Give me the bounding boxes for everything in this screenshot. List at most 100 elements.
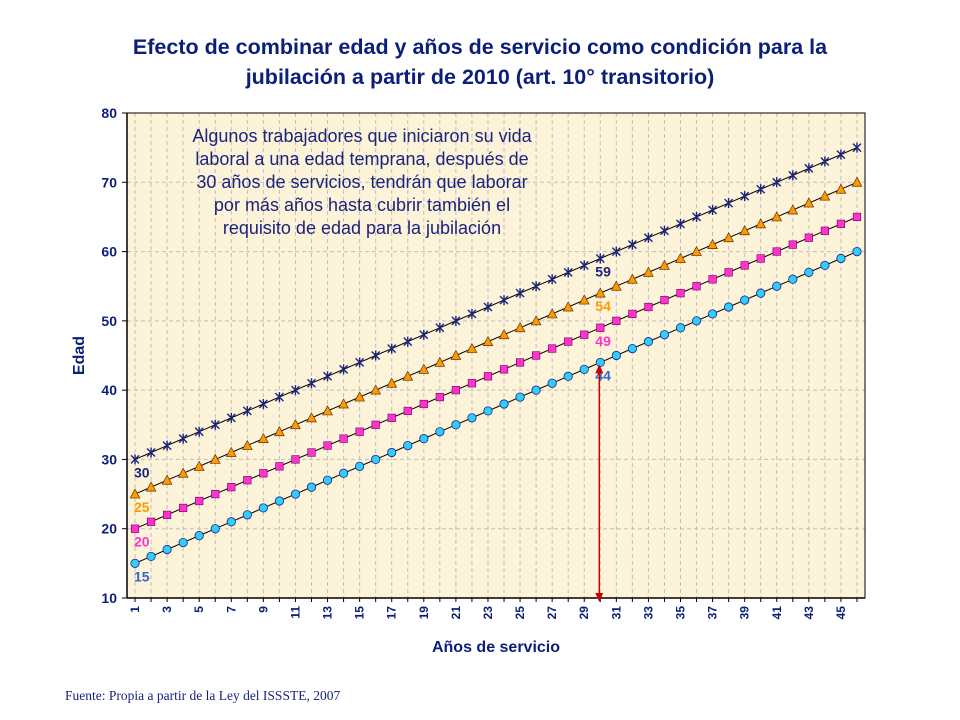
chart-title-line-2: jubilación a partir de 2010 (art. 10° tr… bbox=[245, 65, 715, 89]
data-point bbox=[708, 275, 717, 284]
data-point bbox=[691, 245, 702, 256]
data-point bbox=[451, 420, 461, 430]
data-point bbox=[179, 503, 188, 513]
data-point bbox=[578, 294, 590, 305]
data-point bbox=[146, 551, 156, 562]
data-point bbox=[836, 253, 846, 264]
data-point bbox=[419, 329, 429, 340]
data-point bbox=[691, 316, 702, 326]
data-point bbox=[146, 447, 156, 458]
data-point bbox=[466, 342, 478, 353]
data-point bbox=[225, 446, 237, 457]
data-point bbox=[209, 453, 221, 464]
data-point bbox=[596, 323, 605, 332]
data-point bbox=[563, 267, 573, 278]
data-point bbox=[660, 295, 669, 305]
data-point bbox=[676, 218, 685, 229]
x-tick-label: 23 bbox=[481, 606, 495, 620]
x-tick-label: 7 bbox=[224, 606, 238, 613]
data-point bbox=[242, 405, 252, 416]
series-label-at-30: 54 bbox=[595, 298, 611, 314]
series-line bbox=[134, 181, 858, 495]
data-point bbox=[803, 197, 815, 208]
x-tick-label: 31 bbox=[609, 606, 623, 620]
data-point bbox=[307, 448, 316, 457]
annotation-line: laboral a una edad temprana, después de bbox=[195, 149, 528, 169]
data-point bbox=[307, 378, 316, 389]
data-point bbox=[434, 356, 446, 367]
data-point bbox=[338, 398, 349, 409]
data-point bbox=[482, 335, 494, 346]
data-point bbox=[626, 273, 638, 284]
y-tick-label: 10 bbox=[101, 590, 117, 606]
data-point bbox=[675, 252, 686, 263]
data-point bbox=[322, 475, 333, 485]
x-tick-label: 17 bbox=[385, 606, 399, 620]
data-point bbox=[322, 405, 333, 416]
data-point bbox=[194, 531, 204, 541]
series-start-label: 25 bbox=[134, 499, 150, 515]
y-axis-title: Edad bbox=[71, 336, 88, 375]
data-point bbox=[546, 308, 558, 319]
data-point bbox=[274, 425, 285, 437]
data-point bbox=[242, 510, 252, 520]
data-point bbox=[515, 288, 525, 299]
annotation-line: requisito de edad para la jubilación bbox=[223, 218, 501, 238]
data-point bbox=[820, 156, 830, 167]
data-point bbox=[226, 412, 236, 423]
data-point bbox=[371, 454, 381, 465]
data-point bbox=[177, 467, 189, 478]
data-point bbox=[243, 476, 252, 485]
data-point bbox=[354, 391, 366, 402]
data-point bbox=[531, 281, 541, 292]
data-point bbox=[338, 468, 349, 478]
x-tick-label: 25 bbox=[513, 606, 527, 620]
data-point bbox=[483, 302, 493, 312]
data-point bbox=[628, 309, 637, 319]
data-point bbox=[515, 358, 525, 367]
data-point bbox=[532, 351, 541, 360]
data-point bbox=[707, 309, 718, 319]
x-tick-label: 45 bbox=[834, 606, 848, 620]
series-line bbox=[134, 147, 858, 460]
y-tick-label: 30 bbox=[101, 451, 117, 467]
data-point bbox=[483, 372, 493, 381]
data-point bbox=[772, 177, 782, 188]
x-tick-label: 35 bbox=[674, 606, 688, 620]
data-point bbox=[707, 238, 718, 249]
data-point bbox=[227, 483, 236, 492]
data-point bbox=[595, 253, 605, 264]
data-point bbox=[306, 482, 317, 492]
data-point bbox=[178, 433, 188, 444]
y-tick-label: 60 bbox=[101, 244, 117, 260]
x-tick-label: 21 bbox=[449, 606, 463, 620]
data-point bbox=[258, 399, 268, 409]
data-point bbox=[275, 462, 284, 471]
x-tick-label: 19 bbox=[417, 606, 431, 620]
data-point bbox=[788, 274, 798, 284]
data-point bbox=[450, 349, 462, 360]
data-point bbox=[386, 377, 398, 388]
data-point bbox=[692, 282, 701, 291]
data-point bbox=[723, 231, 735, 243]
data-point bbox=[724, 302, 734, 312]
x-tick-label: 15 bbox=[353, 606, 367, 620]
data-point bbox=[836, 149, 846, 160]
data-point bbox=[820, 226, 829, 235]
data-point bbox=[435, 322, 445, 333]
data-point bbox=[402, 370, 414, 381]
data-point bbox=[403, 406, 412, 416]
data-point bbox=[724, 268, 733, 277]
data-point bbox=[852, 212, 862, 222]
data-point bbox=[210, 524, 220, 534]
data-point bbox=[819, 190, 831, 201]
data-point bbox=[772, 281, 782, 291]
data-point bbox=[547, 378, 557, 388]
data-point bbox=[210, 419, 220, 430]
data-point bbox=[692, 211, 702, 222]
x-tick-label: 41 bbox=[770, 606, 784, 620]
data-point bbox=[130, 454, 140, 465]
x-tick-label: 5 bbox=[192, 606, 206, 613]
data-point bbox=[643, 266, 654, 277]
series-star: 30 59 bbox=[130, 142, 862, 480]
